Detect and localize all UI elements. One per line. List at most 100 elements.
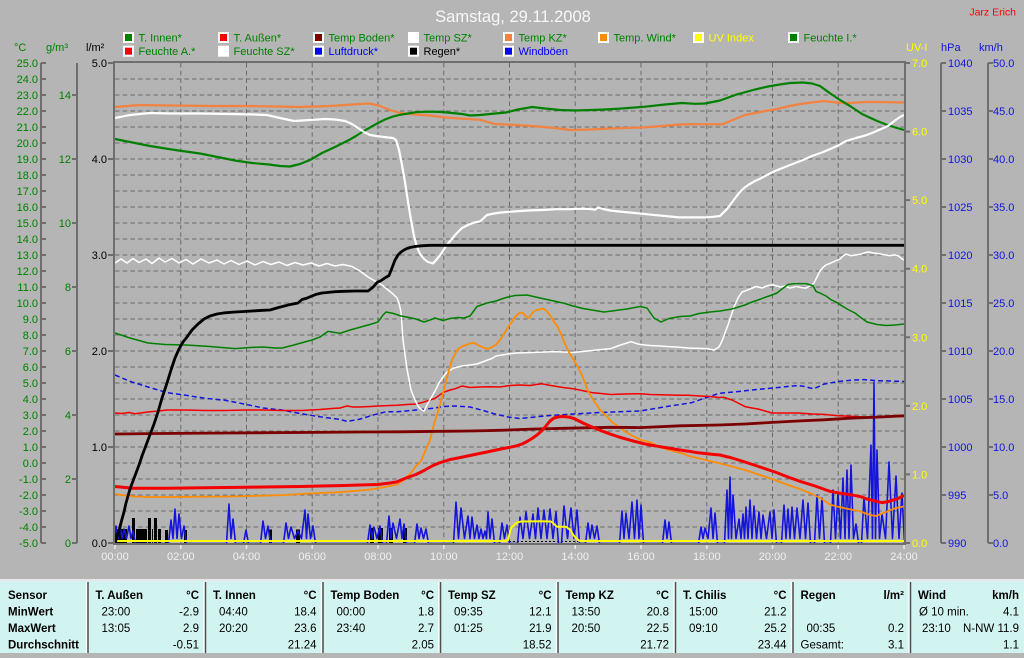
svg-text:21.0: 21.0	[17, 122, 38, 134]
svg-text:-2.9: -2.9	[179, 607, 199, 619]
svg-text:14:00: 14:00	[561, 551, 589, 563]
svg-text:25.0: 25.0	[17, 58, 38, 70]
svg-text:T. Innen*: T. Innen*	[139, 33, 183, 45]
svg-text:4.0: 4.0	[92, 154, 107, 166]
svg-text:22.0: 22.0	[17, 106, 38, 118]
svg-text:19.0: 19.0	[17, 154, 38, 166]
svg-text:10.0: 10.0	[17, 298, 38, 310]
svg-text:20:20: 20:20	[219, 623, 248, 635]
svg-text:°C: °C	[304, 590, 317, 602]
svg-text:Temp SZ*: Temp SZ*	[424, 33, 473, 45]
svg-text:Gesamt:: Gesamt:	[801, 640, 844, 652]
svg-text:1.0: 1.0	[912, 469, 927, 481]
svg-text:Ø 10 min.: Ø 10 min.	[919, 607, 969, 619]
svg-text:°C: °C	[421, 590, 434, 602]
svg-text:30.0: 30.0	[993, 250, 1014, 262]
svg-text:Luftdruck*: Luftdruck*	[329, 46, 379, 58]
svg-text:4.0: 4.0	[23, 394, 38, 406]
svg-text:Feuchte SZ*: Feuchte SZ*	[234, 46, 296, 58]
svg-text:2.0: 2.0	[23, 426, 38, 438]
svg-text:5.0: 5.0	[993, 490, 1008, 502]
svg-text:04:40: 04:40	[219, 607, 248, 619]
svg-text:21.9: 21.9	[529, 623, 551, 635]
svg-text:0.0: 0.0	[993, 538, 1008, 550]
svg-text:4.0: 4.0	[912, 264, 927, 276]
svg-text:35.0: 35.0	[993, 202, 1014, 214]
svg-text:08:00: 08:00	[364, 551, 392, 563]
svg-text:13.0: 13.0	[17, 250, 38, 262]
svg-text:5.0: 5.0	[912, 195, 927, 207]
svg-text:0.0: 0.0	[912, 538, 927, 550]
svg-text:8.0: 8.0	[23, 330, 38, 342]
svg-text:0: 0	[65, 538, 71, 550]
svg-text:Temp KZ: Temp KZ	[566, 590, 614, 602]
svg-text:00:00: 00:00	[101, 551, 129, 563]
svg-text:g/m³: g/m³	[46, 42, 68, 54]
svg-text:hPa: hPa	[941, 42, 961, 54]
svg-text:2.0: 2.0	[912, 401, 927, 413]
svg-text:1.0: 1.0	[23, 442, 38, 454]
svg-text:0.0: 0.0	[92, 538, 107, 550]
svg-text:1040: 1040	[948, 58, 972, 70]
svg-text:-4.0: -4.0	[19, 522, 38, 534]
svg-text:6: 6	[65, 346, 71, 358]
svg-text:00:00: 00:00	[337, 607, 366, 619]
svg-text:5.0: 5.0	[92, 58, 107, 70]
svg-text:Temp KZ*: Temp KZ*	[519, 33, 568, 45]
svg-text:04:00: 04:00	[233, 551, 261, 563]
svg-text:990: 990	[948, 538, 966, 550]
svg-text:5.0: 5.0	[23, 378, 38, 390]
svg-text:20.8: 20.8	[647, 607, 669, 619]
svg-text:0.0: 0.0	[23, 458, 38, 470]
svg-text:20:00: 20:00	[759, 551, 787, 563]
svg-text:00:35: 00:35	[807, 623, 836, 635]
svg-text:21.24: 21.24	[288, 640, 317, 652]
svg-text:0.2: 0.2	[888, 623, 904, 635]
svg-text:14: 14	[59, 90, 71, 102]
svg-text:7.0: 7.0	[912, 58, 927, 70]
svg-text:1025: 1025	[948, 202, 972, 214]
svg-text:Temp Boden*: Temp Boden*	[329, 33, 396, 45]
svg-text:UV-I: UV-I	[906, 42, 927, 54]
svg-text:13:50: 13:50	[572, 607, 601, 619]
svg-text:T. Außen*: T. Außen*	[234, 33, 282, 45]
svg-text:20:50: 20:50	[572, 623, 601, 635]
svg-text:1005: 1005	[948, 394, 972, 406]
svg-text:15.0: 15.0	[993, 394, 1014, 406]
svg-text:09:10: 09:10	[689, 623, 718, 635]
svg-text:23:40: 23:40	[337, 623, 366, 635]
svg-text:MaxWert: MaxWert	[8, 623, 56, 635]
svg-text:°C: °C	[539, 590, 552, 602]
svg-text:Regen: Regen	[801, 590, 836, 602]
svg-text:Temp SZ: Temp SZ	[448, 590, 496, 602]
svg-text:02:00: 02:00	[167, 551, 195, 563]
svg-text:T. Innen: T. Innen	[213, 590, 256, 602]
svg-text:21.2: 21.2	[764, 607, 786, 619]
svg-text:14.0: 14.0	[17, 234, 38, 246]
svg-text:22:00: 22:00	[824, 551, 852, 563]
svg-text:T. Chilis: T. Chilis	[683, 590, 726, 602]
svg-text:9.0: 9.0	[23, 314, 38, 326]
svg-text:1030: 1030	[948, 154, 972, 166]
svg-text:Regen*: Regen*	[424, 46, 461, 58]
svg-text:-3.0: -3.0	[19, 506, 38, 518]
svg-text:6.0: 6.0	[23, 362, 38, 374]
svg-text:12.0: 12.0	[17, 266, 38, 278]
svg-text:12:00: 12:00	[496, 551, 524, 563]
svg-text:23:00: 23:00	[102, 607, 131, 619]
svg-text:17.0: 17.0	[17, 186, 38, 198]
svg-text:13:05: 13:05	[102, 623, 131, 635]
svg-text:3.0: 3.0	[92, 250, 107, 262]
svg-text:3.0: 3.0	[23, 410, 38, 422]
svg-text:N-NW 11.9: N-NW 11.9	[963, 623, 1019, 635]
svg-text:25.2: 25.2	[764, 623, 786, 635]
svg-text:16:00: 16:00	[627, 551, 655, 563]
svg-text:Windböen: Windböen	[519, 46, 569, 58]
svg-text:Feuchte I.*: Feuchte I.*	[804, 33, 858, 45]
svg-text:995: 995	[948, 490, 966, 502]
svg-text:23.0: 23.0	[17, 90, 38, 102]
svg-text:09:35: 09:35	[454, 607, 483, 619]
svg-text:Samstag, 29.11.2008: Samstag, 29.11.2008	[435, 8, 591, 26]
svg-text:24:00: 24:00	[890, 551, 918, 563]
svg-text:Jarz Erich: Jarz Erich	[969, 7, 1016, 19]
